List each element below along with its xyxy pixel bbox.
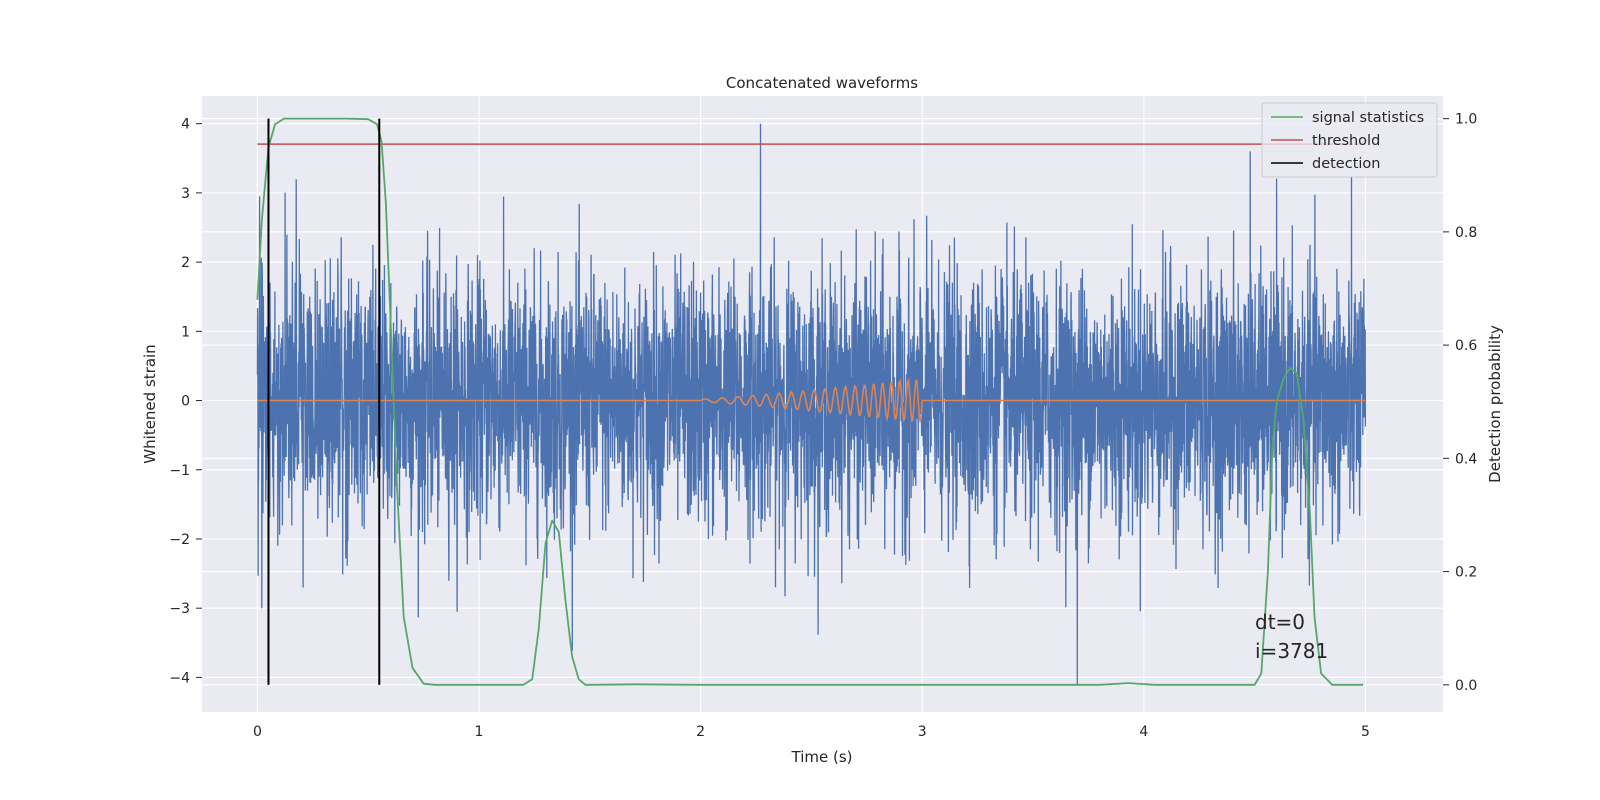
- y2-tick-label: 0.6: [1455, 338, 1477, 354]
- legend: signal statistics threshold detection: [1261, 102, 1438, 178]
- x-tick-label: 3: [918, 724, 927, 740]
- x-tick-label: 0: [253, 724, 262, 740]
- x-tick-label: 2: [696, 724, 705, 740]
- y-axis-ticks: −4 −3 −2 −1 0 1 2 3 4: [169, 117, 202, 686]
- chart-title: Concatenated waveforms: [726, 74, 918, 92]
- y2-axis-title: Detection probability: [1486, 325, 1504, 483]
- y-tick-label: 3: [181, 186, 190, 202]
- x-tick-label: 4: [1139, 724, 1148, 740]
- y-tick-label: 1: [181, 324, 190, 340]
- series-line-whitened-strain: [256, 123, 1367, 685]
- series-line-signal-statistics: [256, 117, 1364, 686]
- y-tick-label: 2: [181, 255, 190, 271]
- series-line-chirp: [257, 377, 1366, 424]
- legend-label-signal-statistics: signal statistics: [1312, 110, 1424, 126]
- y-tick-label: 4: [181, 117, 190, 133]
- y2-tick-label: 1.0: [1455, 112, 1477, 128]
- y2-tick-label: 0.4: [1455, 451, 1477, 467]
- y2-tick-label: 0.8: [1455, 225, 1477, 241]
- legend-box: [1261, 102, 1438, 178]
- legend-label-detection: detection: [1312, 156, 1380, 172]
- y2-tick-label: 0.0: [1455, 678, 1477, 694]
- annotation-index: i=3781: [1255, 639, 1328, 663]
- y-tick-label: −2: [169, 532, 190, 548]
- y2-tick-label: 0.2: [1455, 565, 1477, 581]
- y-tick-label: 0: [181, 394, 190, 410]
- x-tick-label: 1: [475, 724, 484, 740]
- legend-label-threshold: threshold: [1312, 133, 1380, 149]
- y-tick-label: −3: [169, 601, 190, 617]
- annotation-dt: dt=0: [1255, 610, 1305, 634]
- y-axis-title: Whitened strain: [141, 344, 159, 463]
- x-tick-label: 5: [1361, 724, 1370, 740]
- y-tick-label: −4: [169, 670, 190, 686]
- y2-axis-ticks: 0.0 0.2 0.4 0.6 0.8 1.0: [1443, 112, 1477, 694]
- series-layer: [256, 117, 1367, 686]
- x-axis-ticks: 0 1 2 3 4 5: [253, 724, 1370, 740]
- y-tick-label: −1: [169, 463, 190, 479]
- x-axis-title: Time (s): [791, 748, 853, 766]
